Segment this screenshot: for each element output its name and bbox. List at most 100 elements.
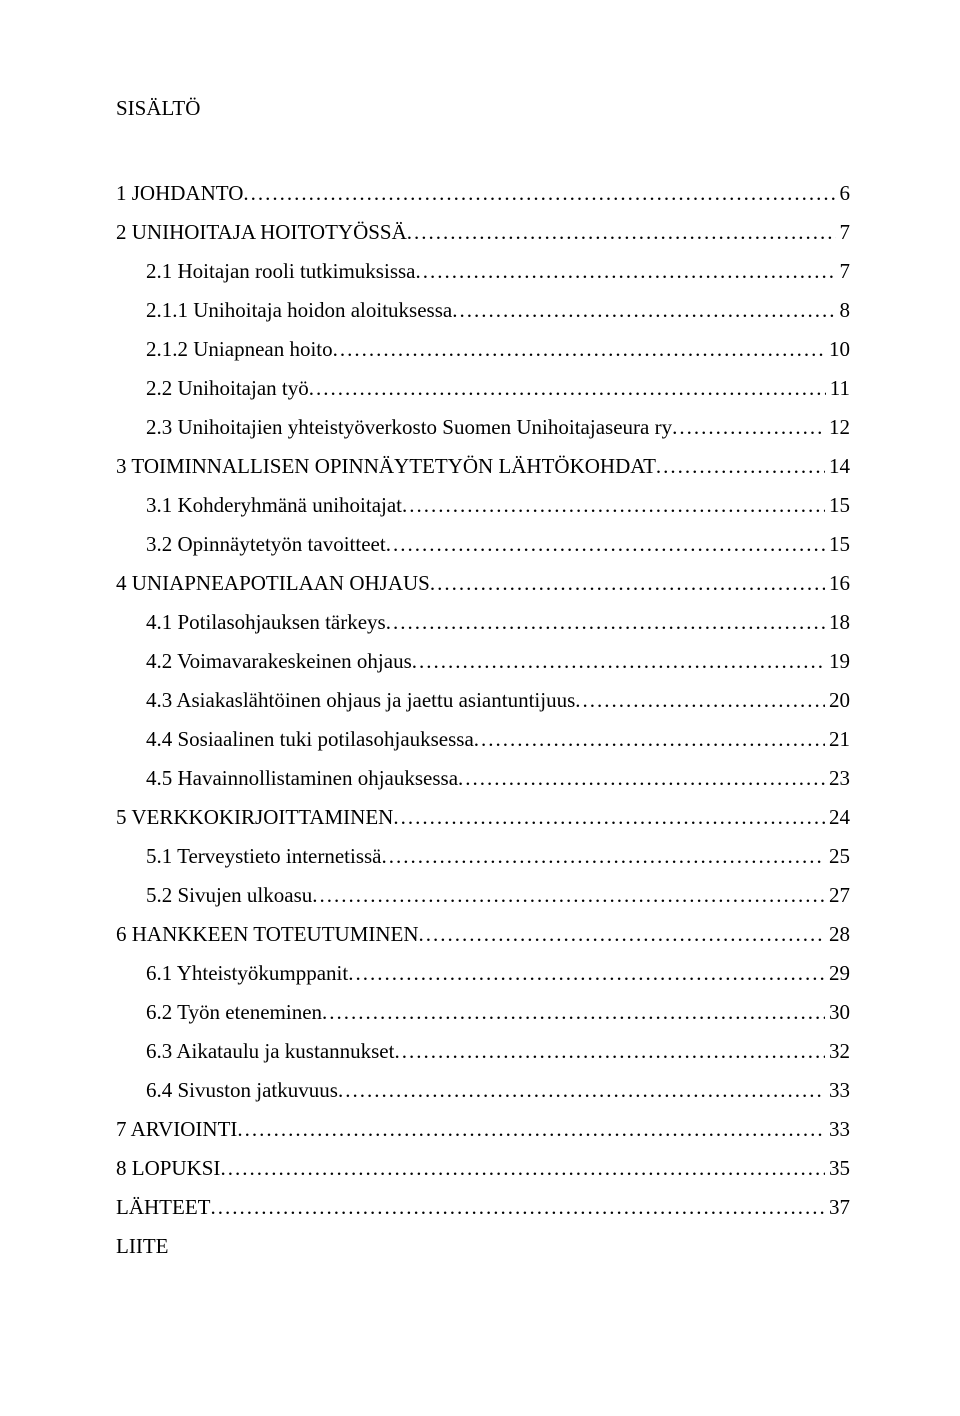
toc-leader: [656, 454, 825, 479]
toc-leader: [407, 220, 836, 245]
toc-page: 29: [825, 961, 850, 986]
toc-page: 25: [825, 844, 850, 869]
toc-leader: [575, 688, 825, 713]
toc-label: 6.2 Työn eteneminen: [146, 1000, 322, 1025]
toc-leader: [348, 961, 825, 986]
toc-label: 5 VERKKOKIRJOITTAMINEN: [116, 805, 393, 830]
toc-page: 37: [825, 1195, 850, 1220]
toc-label: 4.1 Potilasohjauksen tärkeys: [146, 610, 386, 635]
toc-entry: LIITE: [116, 1234, 850, 1259]
toc-entry: 6 HANKKEEN TOTEUTUMINEN 28: [116, 922, 850, 947]
toc-leader: [210, 1195, 825, 1220]
toc-leader: [452, 298, 835, 323]
toc-leader: [338, 1078, 825, 1103]
toc-leader: [393, 805, 825, 830]
toc-label: 4.2 Voimavarakeskeinen ohjaus: [146, 649, 412, 674]
toc-page: 12: [825, 415, 850, 440]
toc-page: 10: [825, 337, 850, 362]
toc-label: 5.2 Sivujen ulkoasu: [146, 883, 312, 908]
toc-page: 7: [836, 259, 851, 284]
toc-entry: 5 VERKKOKIRJOITTAMINEN 24: [116, 805, 850, 830]
toc-entry: 1 JOHDANTO 6: [116, 181, 850, 206]
table-of-contents: 1 JOHDANTO 6 2 UNIHOITAJA HOITOTYÖSSÄ 7 …: [116, 181, 850, 1259]
toc-entry: 6.2 Työn eteneminen 30: [116, 1000, 850, 1025]
toc-label: 6 HANKKEEN TOTEUTUMINEN: [116, 922, 419, 947]
toc-page: 7: [836, 220, 851, 245]
toc-entry: 3.1 Kohderyhmänä unihoitajat 15: [116, 493, 850, 518]
toc-page: 35: [825, 1156, 850, 1181]
toc-label: LIITE: [116, 1234, 168, 1259]
toc-entry: 6.1 Yhteistyökumppanit 29: [116, 961, 850, 986]
toc-leader: [333, 337, 825, 362]
toc-entry: 2 UNIHOITAJA HOITOTYÖSSÄ 7: [116, 220, 850, 245]
toc-entry: 3.2 Opinnäytetyön tavoitteet 15: [116, 532, 850, 557]
toc-label: 4.5 Havainnollistaminen ohjauksessa: [146, 766, 458, 791]
toc-label: 4 UNIAPNEAPOTILAAN OHJAUS: [116, 571, 430, 596]
toc-title: SISÄLTÖ: [116, 96, 850, 121]
toc-label: 1 JOHDANTO: [116, 181, 243, 206]
toc-label: 4.4 Sosiaalinen tuki potilasohjauksessa: [146, 727, 474, 752]
toc-entry: 2.3 Unihoitajien yhteistyöverkosto Suome…: [116, 415, 850, 440]
toc-page: 15: [825, 532, 850, 557]
toc-leader: [243, 181, 835, 206]
toc-leader: [322, 1000, 825, 1025]
toc-entry: 2.2 Unihoitajan työ 11: [116, 376, 850, 401]
toc-label: 4.3 Asiakaslähtöinen ohjaus ja jaettu as…: [146, 688, 575, 713]
toc-label: 5.1 Terveystieto internetissä: [146, 844, 382, 869]
toc-page: 33: [825, 1078, 850, 1103]
toc-entry: 4.4 Sosiaalinen tuki potilasohjauksessa …: [116, 727, 850, 752]
toc-page: 15: [825, 493, 850, 518]
toc-leader: [419, 922, 825, 947]
toc-label: 3.1 Kohderyhmänä unihoitajat: [146, 493, 402, 518]
toc-page: 28: [825, 922, 850, 947]
toc-page: 18: [825, 610, 850, 635]
toc-label: 2.1 Hoitajan rooli tutkimuksissa: [146, 259, 415, 284]
toc-entry: 4.5 Havainnollistaminen ohjauksessa 23: [116, 766, 850, 791]
toc-page: 33: [825, 1117, 850, 1142]
toc-leader: [474, 727, 825, 752]
toc-label: LÄHTEET: [116, 1195, 210, 1220]
toc-leader: [394, 1039, 825, 1064]
toc-entry: 7 ARVIOINTI 33: [116, 1117, 850, 1142]
toc-leader: [458, 766, 825, 791]
toc-label: 6.3 Aikataulu ja kustannukset: [146, 1039, 394, 1064]
toc-label: 2.2 Unihoitajan työ: [146, 376, 309, 401]
toc-label: 2 UNIHOITAJA HOITOTYÖSSÄ: [116, 220, 407, 245]
toc-leader: [309, 376, 826, 401]
toc-entry: 5.2 Sivujen ulkoasu 27: [116, 883, 850, 908]
toc-leader: [415, 259, 835, 284]
toc-label: 6.1 Yhteistyökumppanit: [146, 961, 348, 986]
toc-label: 8 LOPUKSI: [116, 1156, 220, 1181]
toc-leader: [312, 883, 825, 908]
toc-label: 3 TOIMINNALLISEN OPINNÄYTETYÖN LÄHTÖKOHD…: [116, 454, 656, 479]
toc-page: 8: [836, 298, 851, 323]
toc-leader: [237, 1117, 825, 1142]
toc-entry: 2.1.2 Uniapnean hoito 10: [116, 337, 850, 362]
toc-label: 2.1.1 Unihoitaja hoidon aloituksessa: [146, 298, 452, 323]
toc-entry: 8 LOPUKSI 35: [116, 1156, 850, 1181]
toc-leader: [386, 532, 825, 557]
toc-leader: [220, 1156, 825, 1181]
toc-entry: 4 UNIAPNEAPOTILAAN OHJAUS 16: [116, 571, 850, 596]
toc-page: 21: [825, 727, 850, 752]
toc-page: 6: [836, 181, 851, 206]
toc-leader: [430, 571, 825, 596]
toc-label: 7 ARVIOINTI: [116, 1117, 237, 1142]
toc-label: 6.4 Sivuston jatkuvuus: [146, 1078, 338, 1103]
toc-entry: 4.2 Voimavarakeskeinen ohjaus 19: [116, 649, 850, 674]
toc-page: 11: [826, 376, 850, 401]
toc-label: 2.1.2 Uniapnean hoito: [146, 337, 333, 362]
toc-page: 27: [825, 883, 850, 908]
toc-label: 2.3 Unihoitajien yhteistyöverkosto Suome…: [146, 415, 672, 440]
toc-entry: 2.1 Hoitajan rooli tutkimuksissa 7: [116, 259, 850, 284]
toc-leader: [386, 610, 825, 635]
toc-entry: 2.1.1 Unihoitaja hoidon aloituksessa 8: [116, 298, 850, 323]
toc-leader: [672, 415, 825, 440]
toc-leader: [412, 649, 825, 674]
toc-page: 30: [825, 1000, 850, 1025]
toc-entry: 4.3 Asiakaslähtöinen ohjaus ja jaettu as…: [116, 688, 850, 713]
toc-entry: 6.4 Sivuston jatkuvuus 33: [116, 1078, 850, 1103]
toc-page: 32: [825, 1039, 850, 1064]
toc-page: 16: [825, 571, 850, 596]
toc-page: 24: [825, 805, 850, 830]
